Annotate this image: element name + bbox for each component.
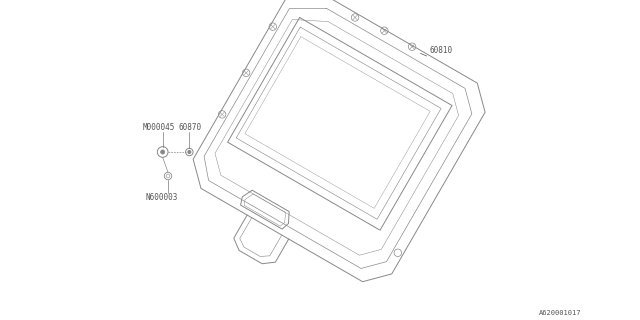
Text: 60810: 60810 <box>429 46 452 55</box>
Circle shape <box>188 151 191 153</box>
Text: M000045: M000045 <box>143 123 175 132</box>
Text: 60870: 60870 <box>179 123 202 132</box>
Text: N600003: N600003 <box>146 193 178 202</box>
Circle shape <box>161 150 165 154</box>
Text: A620001017: A620001017 <box>539 310 581 316</box>
